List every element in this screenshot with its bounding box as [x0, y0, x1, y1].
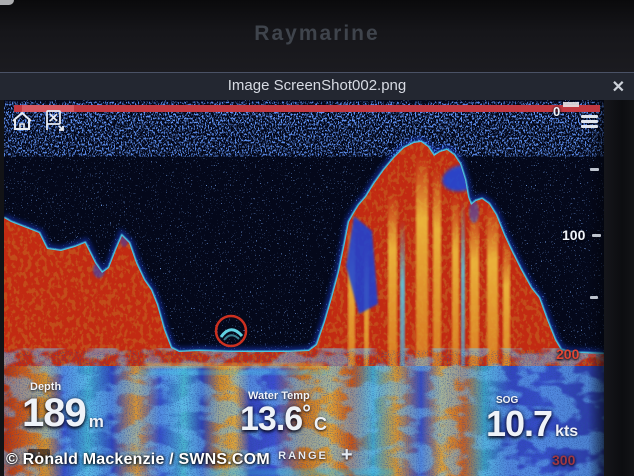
home-icon[interactable]: [10, 110, 34, 132]
depth-tick-50: [590, 168, 599, 171]
range-control: – RANGE +: [254, 444, 353, 467]
depth-tick-100: [592, 234, 601, 237]
sog-value: 10.7: [486, 403, 553, 444]
depth-tick-150: [590, 296, 598, 299]
sog-unit: kts: [555, 423, 579, 440]
water-temp-unit: C: [314, 414, 327, 434]
right-bezel: [604, 100, 634, 476]
depth-scale-100: 100: [562, 227, 586, 243]
depth-scale-300: 300: [552, 452, 576, 468]
depth-label: Depth: [30, 381, 62, 393]
fish-arch: [219, 328, 244, 338]
depth-tick-200: [588, 354, 596, 357]
waypoint-icon[interactable]: [44, 109, 68, 133]
range-label: RANGE: [278, 449, 328, 462]
sonar-echogram[interactable]: [4, 100, 604, 476]
sog-label: SOG: [496, 395, 519, 406]
water-temp-databox: Water Temp 13.6 ° C: [240, 390, 327, 436]
water-temp-value: 13.6: [240, 400, 303, 438]
depth-scale-200: 200: [556, 346, 580, 362]
menu-icon[interactable]: [581, 115, 599, 128]
sog-databox: SOG 10.7 kts: [486, 395, 578, 442]
water-temp-label: Water Temp: [248, 390, 310, 402]
top-bezel: Raymarine: [0, 0, 634, 72]
status-red-bar: [14, 105, 600, 112]
photo-credit: © Ronald Mackenzie / SWNS.COM: [6, 451, 270, 468]
image-filename: Image ScreenShot002.png: [227, 77, 407, 94]
image-viewer-titlebar: Image ScreenShot002.png ✕: [0, 72, 634, 100]
close-icon[interactable]: ✕: [611, 79, 625, 96]
sonar-channel-icon: ↕: [28, 449, 50, 460]
depth-value: 189: [22, 391, 87, 435]
depth-unit: m: [88, 412, 104, 431]
sonar-display[interactable]: 0 100 200 300 Depth 189 m ↕ Water Temp 1…: [4, 100, 604, 476]
water-temp-degree: °: [302, 400, 311, 425]
fish-annotation-circle: [214, 314, 248, 348]
depth-scale-0: 0: [553, 104, 561, 119]
photo-glare: [0, 0, 14, 5]
status-bar-segment: [563, 102, 579, 107]
depth-databox: Depth 189 m: [22, 381, 104, 433]
range-plus-button[interactable]: +: [340, 444, 353, 466]
brand-logo: Raymarine: [254, 22, 380, 45]
range-minus-button[interactable]: –: [254, 444, 266, 466]
